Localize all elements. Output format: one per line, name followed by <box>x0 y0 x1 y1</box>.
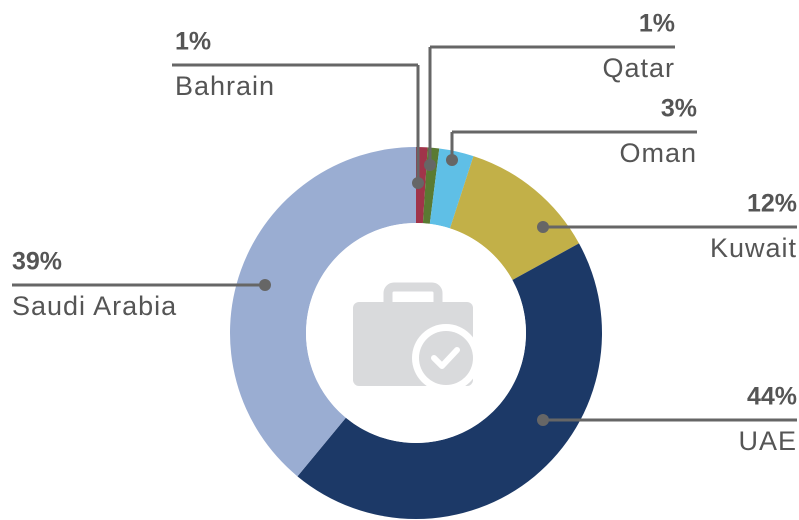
leader-dot <box>259 279 271 291</box>
category-label: Saudi Arabia <box>12 291 177 321</box>
value-label: 1% <box>639 10 675 38</box>
category-label: Qatar <box>602 53 675 83</box>
value-label: 1% <box>175 28 211 56</box>
donut <box>230 147 602 520</box>
slice <box>297 243 602 520</box>
briefcase-icon <box>353 282 480 392</box>
value-label: 44% <box>747 383 797 411</box>
leader-dot <box>446 154 458 166</box>
slice <box>230 147 416 477</box>
slice <box>429 148 474 229</box>
leader-dot <box>537 414 549 426</box>
category-label: Bahrain <box>175 71 275 101</box>
value-label: 12% <box>747 190 797 218</box>
leader-dot <box>412 177 424 189</box>
slice <box>449 156 579 281</box>
value-label: 39% <box>12 248 62 276</box>
value-label: 3% <box>661 95 697 123</box>
leader-dot <box>537 221 549 233</box>
category-label: Kuwait <box>710 233 797 263</box>
labels: 1% Bahrain 1% Qatar 3% Oman 12% Kuwait 44% UAE 39%… <box>12 10 797 456</box>
leader-dot <box>424 159 436 171</box>
category-label: Oman <box>619 138 697 168</box>
category-label: UAE <box>738 426 797 456</box>
